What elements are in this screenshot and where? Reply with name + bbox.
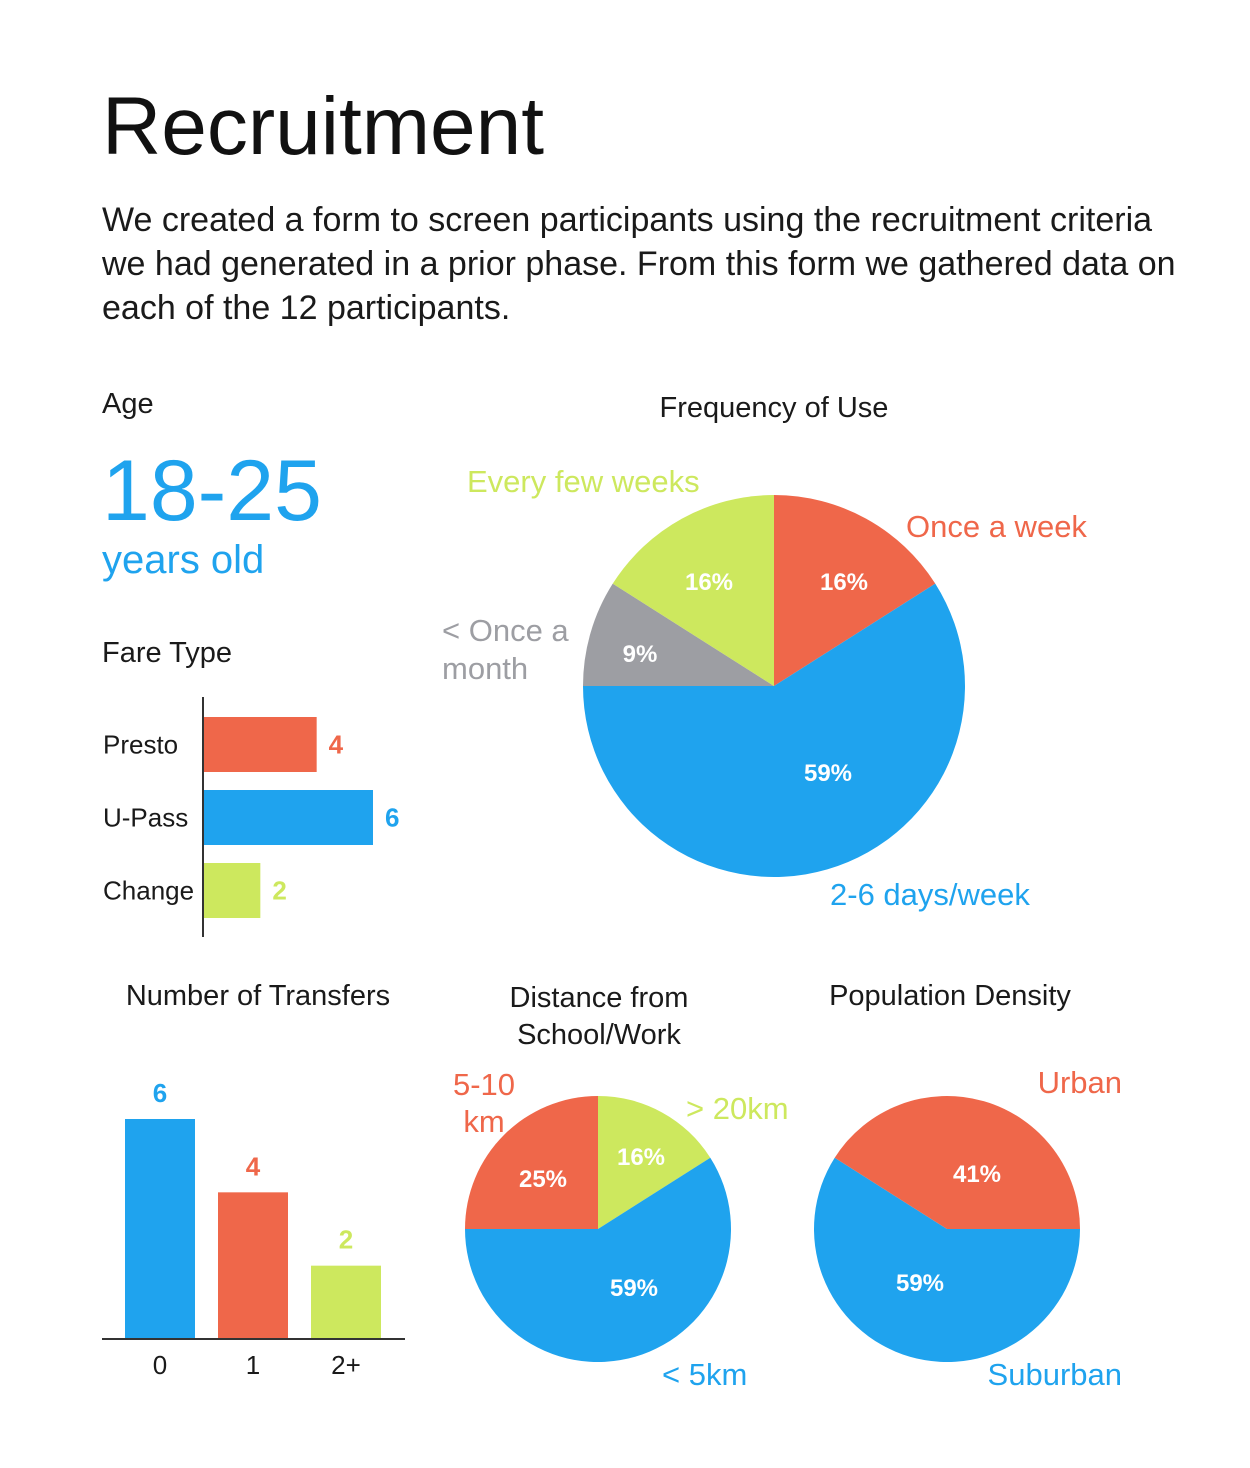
density-legend-label: Suburban (988, 1357, 1122, 1392)
frequency-slice-once-a-month (583, 583, 774, 686)
intro-paragraph: We created a form to screen participants… (102, 201, 1176, 327)
distance-legend-label: < 5km (662, 1357, 747, 1392)
frequency-slice-value-label: 59% (804, 760, 852, 787)
distance-slice-5km (465, 1157, 731, 1363)
transfers-category-label: 1 (246, 1350, 260, 1380)
frequency-slice-value-label: 16% (685, 569, 733, 596)
distance-slice-20km (598, 1096, 711, 1229)
distance-slice-value-label: 59% (610, 1275, 658, 1302)
age-unit: years old (102, 538, 265, 582)
transfers-bar-0 (125, 1119, 195, 1339)
transfers-bar-2 (311, 1265, 381, 1339)
fare-value-label: 2 (272, 876, 286, 906)
frequency-legend-label: Every few weeks (467, 464, 700, 499)
transfers-heading: Number of Transfers (125, 980, 391, 1012)
frequency-slice-2-6-days-week (583, 583, 965, 877)
transfers-category-label: 0 (153, 1350, 167, 1380)
transfers-bar-1 (218, 1192, 288, 1339)
distance-slice-value-label: 25% (519, 1166, 567, 1193)
frequency-legend-label: 2-6 days/week (830, 877, 1030, 912)
fare-bar-change (204, 863, 261, 918)
frequency-slice-value-label: 16% (820, 569, 868, 596)
distance-slice-value-label: 16% (617, 1144, 665, 1171)
fare-category-label: U-Pass (103, 803, 188, 833)
distance-heading: Distance from School/Work (509, 982, 689, 1051)
transfers-value-label: 2 (339, 1225, 353, 1255)
fare-value-label: 4 (329, 730, 344, 760)
density-slice-value-label: 41% (953, 1161, 1001, 1188)
frequency-slice-once-a-week (774, 495, 936, 686)
density-legend-label: Urban (1038, 1065, 1122, 1100)
distance-slice-5-10-km (465, 1096, 598, 1229)
fare-category-label: Change (103, 876, 194, 906)
transfers-category-label: 2+ (331, 1350, 361, 1380)
age-heading: Age (102, 388, 154, 420)
frequency-legend-label: Once a week (906, 509, 1087, 544)
density-slice-suburban (814, 1157, 1080, 1363)
fare-category-label: Presto (103, 730, 178, 760)
frequency-slice-every-few-weeks (612, 495, 774, 686)
fare-bar-presto (204, 717, 317, 772)
distance-legend-label: > 20km (686, 1091, 789, 1126)
fare-bar-u-pass (204, 790, 373, 845)
transfers-value-label: 4 (246, 1151, 261, 1181)
fare-value-label: 6 (385, 803, 399, 833)
density-slice-urban (834, 1096, 1080, 1229)
frequency-heading: Frequency of Use (659, 392, 889, 424)
frequency-slice-value-label: 9% (623, 641, 658, 668)
transfers-value-label: 6 (153, 1078, 167, 1108)
distance-legend-label: 5-10 km (453, 1067, 515, 1139)
fare-type-heading: Fare Type (102, 637, 233, 669)
density-slice-value-label: 59% (896, 1270, 944, 1297)
frequency-legend-label: < Once a month (442, 613, 569, 686)
page-title: Recruitment (102, 81, 545, 172)
density-heading: Population Density (829, 980, 1071, 1012)
age-value: 18-25 (102, 443, 322, 539)
